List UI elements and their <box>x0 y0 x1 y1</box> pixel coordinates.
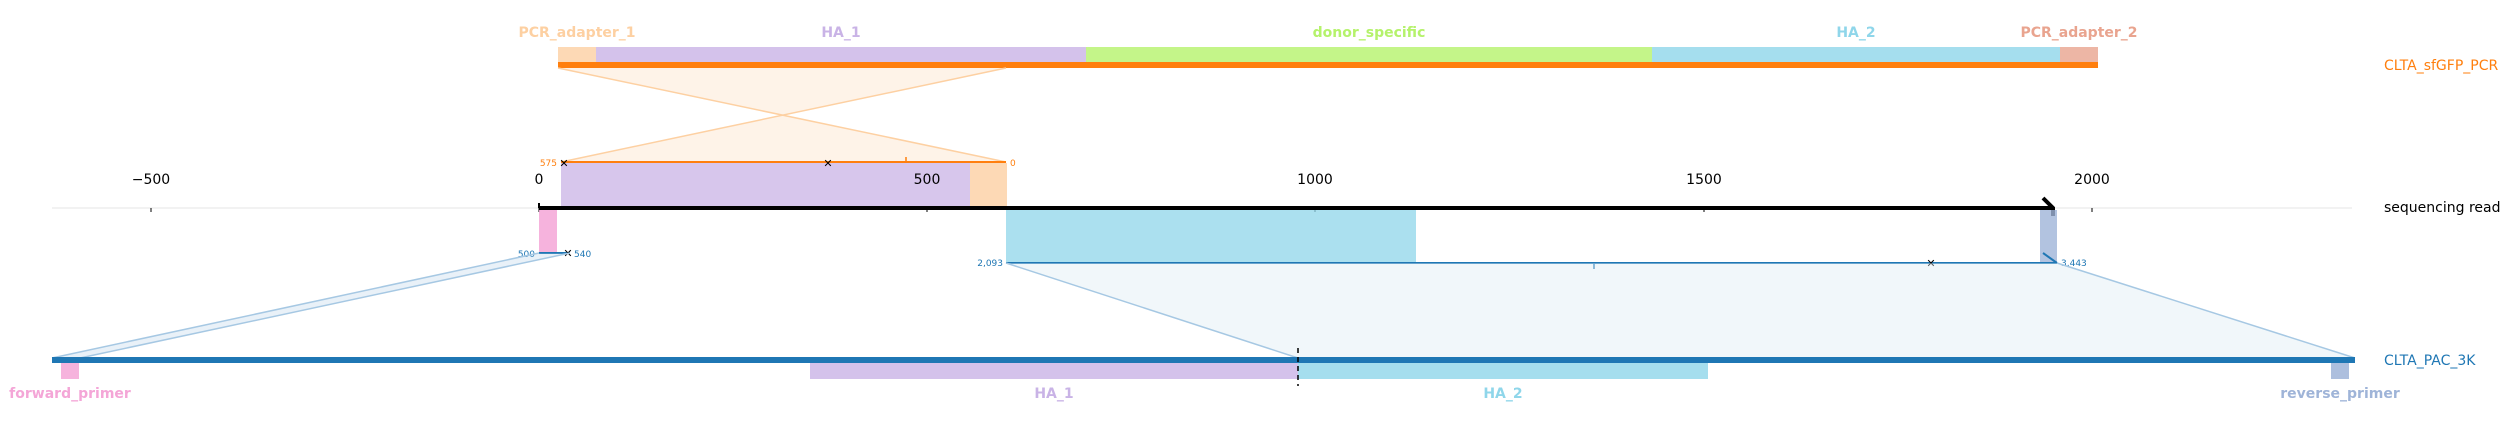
top-feature-ha-2 <box>1652 47 2060 64</box>
axis-tick-label: −500 <box>132 172 170 188</box>
bottom-feature-label-forward-primer: forward_primer <box>9 386 131 402</box>
bottom-alignment-1-primer-block <box>539 210 557 253</box>
bottom-alignment-2-start-label: 2,093 <box>977 259 1003 269</box>
bottom-alignment-2-connector <box>1005 262 2356 359</box>
bottom-alignment-2-end-label: 3,443 <box>2061 259 2087 269</box>
bottom-feature-ha-1 <box>810 363 1298 379</box>
bottom-feature-label-reverse-primer: reverse_primer <box>2280 386 2400 402</box>
top-feature-pcr-adapter-1 <box>558 47 596 64</box>
bottom-reference: forward_primer HA_1 HA_2 reverse_primer … <box>9 348 2476 402</box>
bottom-feature-forward-primer <box>61 363 79 379</box>
top-feature-label-pcr-adapter-2: PCR_adapter_2 <box>2020 25 2137 41</box>
bottom-reference-bar <box>52 357 2355 363</box>
top-feature-label-ha-1: HA_1 <box>821 25 860 41</box>
read-name: sequencing read <box>2384 200 2500 216</box>
bottom-alignment-2-primer-block <box>2040 210 2057 263</box>
axis-tick-label: 1000 <box>1297 172 1333 188</box>
axis-tick-label: 500 <box>914 172 941 188</box>
bottom-reference-name: CLTA_PAC_3K <box>2384 353 2476 369</box>
bottom-feature-reverse-primer <box>2331 363 2349 379</box>
top-reference: PCR_adapter_1 HA_1 donor_specific HA_2 P… <box>518 25 2498 74</box>
top-alignment-adapter-block <box>970 163 1007 207</box>
top-feature-donor-specific <box>1086 47 1652 64</box>
top-feature-label-pcr-adapter-1: PCR_adapter_1 <box>518 25 635 41</box>
axis-tick-label: 2000 <box>2074 172 2110 188</box>
bottom-feature-ha-2 <box>1298 363 1708 379</box>
bottom-alignment-2: ✕ 2,093 3,443 <box>977 210 2087 270</box>
bottom-alignment-1-end-label: 540 <box>574 250 591 260</box>
top-alignment: ✕ ✕ 575 0 <box>540 157 1016 207</box>
top-alignment-ha-1-block <box>561 163 970 207</box>
axis-tick-label: 1500 <box>1686 172 1722 188</box>
mismatch-marker: ✕ <box>1926 257 1935 270</box>
top-reference-bar <box>558 62 2098 68</box>
top-feature-label-ha-2: HA_2 <box>1836 25 1875 41</box>
bottom-alignment-1-connector <box>51 252 571 359</box>
top-feature-ha-1 <box>596 47 1086 64</box>
top-feature-label-donor-specific: donor_specific <box>1313 25 1426 41</box>
bottom-feature-label-ha-2: HA_2 <box>1483 386 1522 402</box>
top-feature-pcr-adapter-2 <box>2060 47 2098 64</box>
top-alignment-connector <box>557 67 1007 163</box>
bottom-feature-label-ha-1: HA_1 <box>1034 386 1073 402</box>
mismatch-marker: ✕ <box>823 157 832 170</box>
axis-tick-label: 0 <box>535 172 544 188</box>
mismatch-marker: ✕ <box>559 157 568 170</box>
read-axis: −500 0 500 1000 1500 2000 sequencing rea… <box>52 172 2500 216</box>
top-alignment-end-label: 0 <box>1010 159 1016 169</box>
top-alignment-start-label: 575 <box>540 159 557 169</box>
bottom-alignment-2-ha-2-block <box>1006 210 1416 263</box>
bottom-alignment-1: ✕ 500 540 <box>518 210 591 260</box>
top-reference-name: CLTA_sfGFP_PCR <box>2384 58 2498 74</box>
